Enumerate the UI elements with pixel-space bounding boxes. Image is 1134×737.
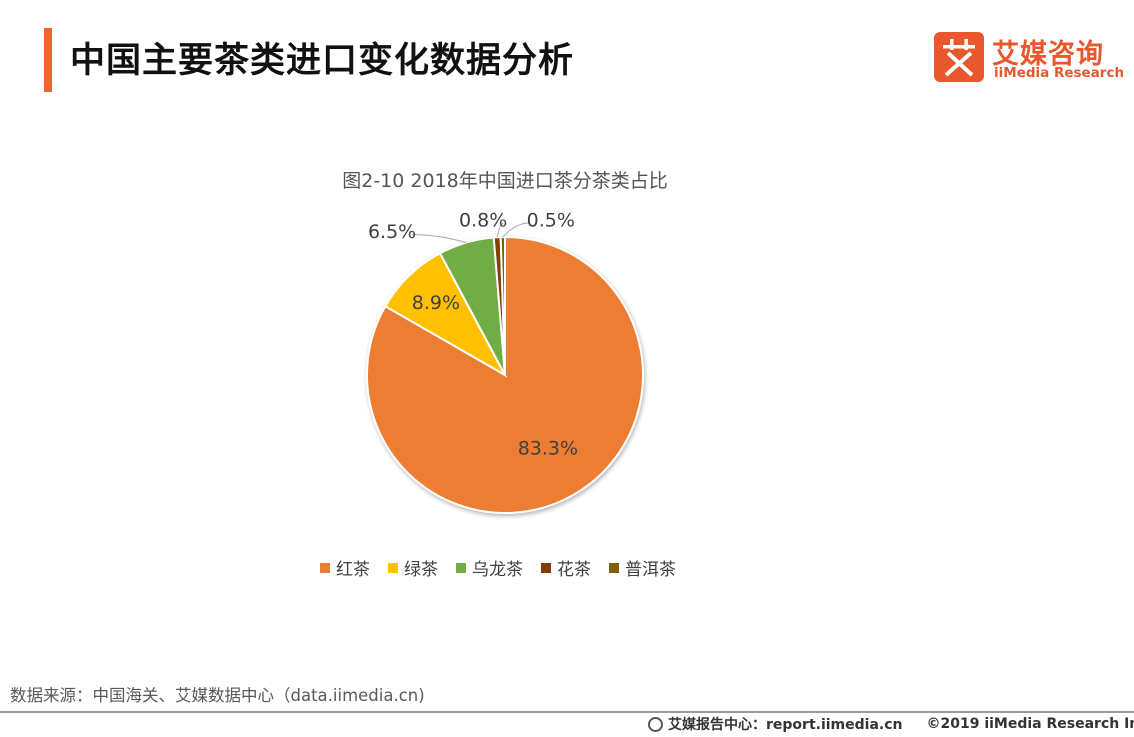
legend-item: 绿茶	[388, 555, 438, 580]
pie-data-label: 0.5%	[527, 210, 575, 232]
logo-english-name: iiMedia Research	[994, 65, 1125, 81]
legend-item: 普洱茶	[609, 555, 676, 580]
legend-item: 花茶	[541, 555, 591, 580]
chart-legend: 红茶 绿茶 乌龙茶 花茶 普洱茶	[320, 555, 676, 580]
footer-report-link[interactable]: 艾媒报告中心：report.iimedia.cn	[668, 717, 903, 733]
pie-data-label: 6.5%	[368, 221, 416, 243]
legend-label: 红茶	[336, 560, 370, 580]
legend-swatch	[541, 562, 551, 573]
pie-data-label: 8.9%	[412, 292, 460, 314]
logo-chinese-name: 艾媒咨询	[992, 39, 1104, 70]
legend-label: 绿茶	[404, 560, 438, 580]
pie-data-label: 0.8%	[459, 210, 507, 232]
chart-title: 图2-10 2018年中国进口茶分茶类占比	[342, 170, 668, 192]
globe-icon	[648, 716, 663, 732]
iimedia-logo-icon	[934, 32, 984, 82]
legend-label: 乌龙茶	[472, 560, 523, 580]
legend-swatch	[320, 562, 330, 573]
legend-item: 乌龙茶	[456, 555, 523, 580]
data-source-note: 数据来源：中国海关、艾媒数据中心（data.iimedia.cn)	[10, 686, 425, 705]
page-title: 中国主要茶类进口变化数据分析	[70, 41, 575, 81]
legend-swatch	[456, 562, 466, 573]
legend-swatch	[609, 562, 619, 573]
title-accent-bar	[44, 28, 52, 92]
legend-item: 红茶	[320, 555, 370, 580]
brand-logo: 艾媒咨询 iiMedia Research	[934, 32, 1124, 86]
label-leader-line	[502, 222, 529, 238]
footer-divider	[0, 711, 1134, 713]
footer: 艾媒报告中心：report.iimedia.cn ©2019 iiMedia R…	[648, 713, 1134, 735]
legend-label: 普洱茶	[625, 560, 676, 580]
legend-label: 花茶	[557, 560, 591, 580]
label-leader-line	[412, 234, 467, 244]
legend-swatch	[388, 562, 398, 573]
pie-data-label: 83.3%	[518, 438, 578, 460]
footer-copyright: ©2019 iiMedia Research Inc	[926, 716, 1134, 732]
label-leader-line	[496, 222, 504, 238]
